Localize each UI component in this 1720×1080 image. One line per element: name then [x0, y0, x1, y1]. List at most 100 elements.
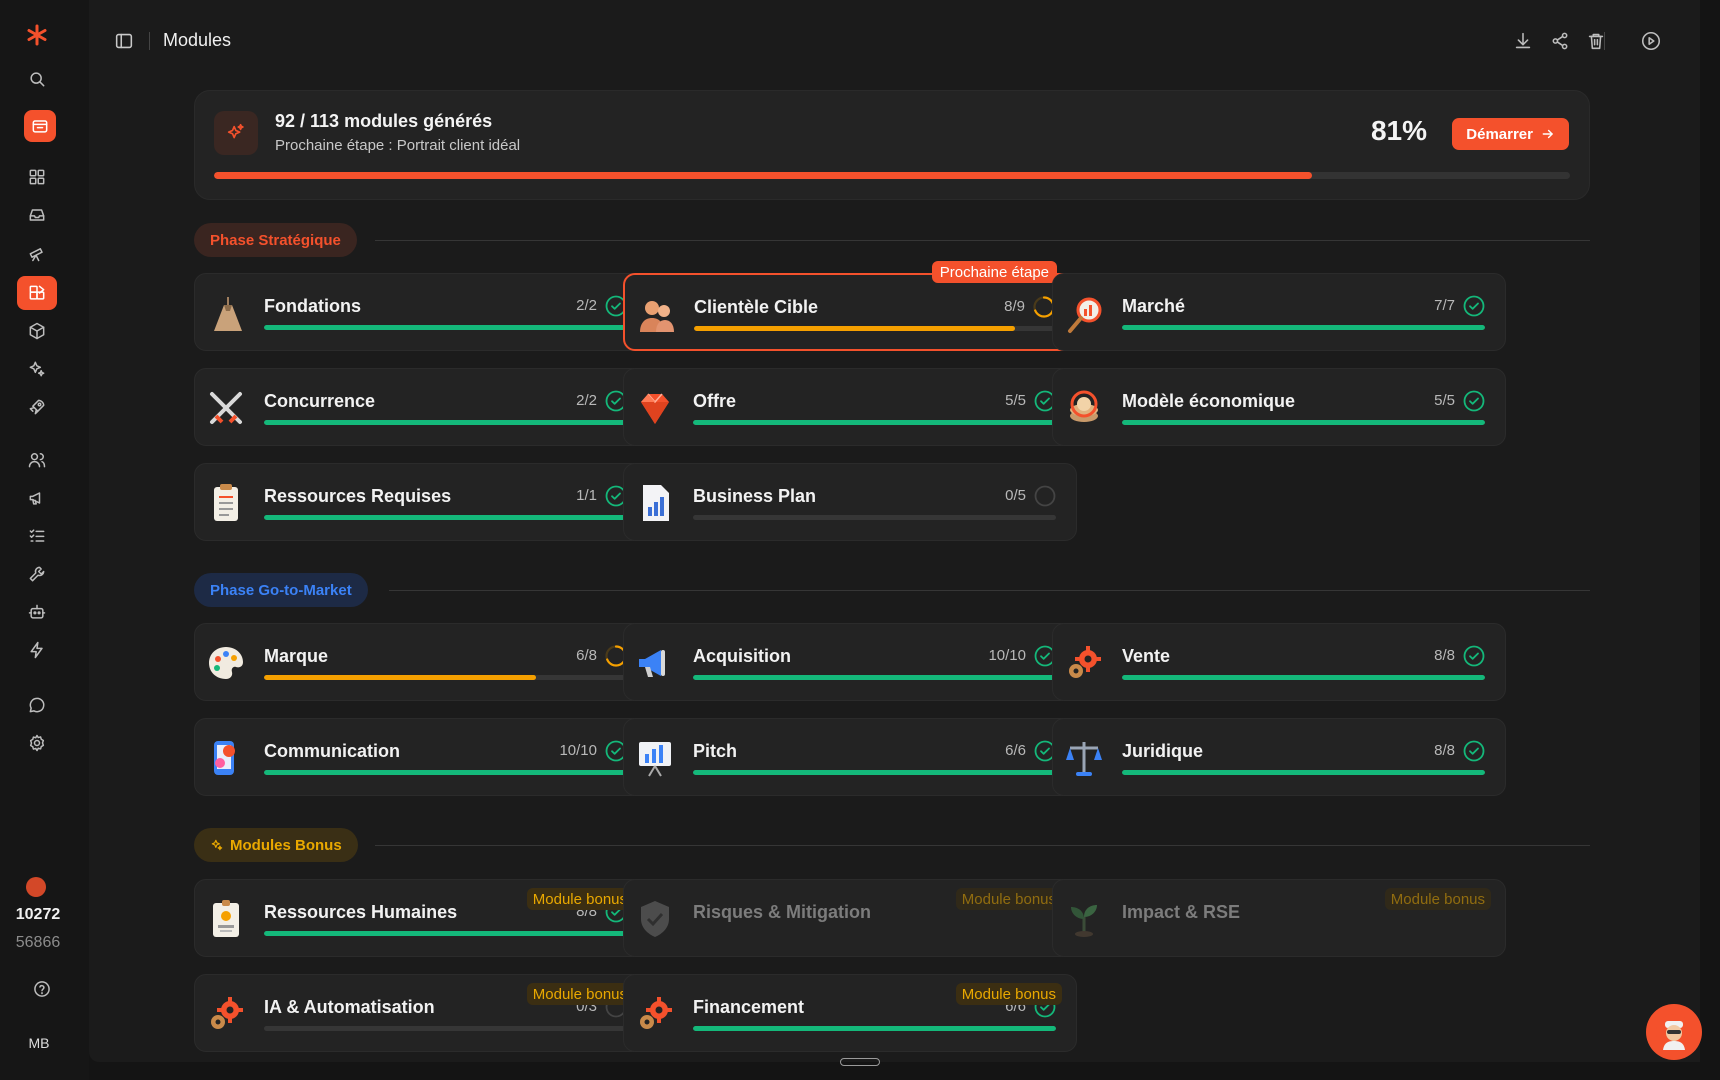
module-name: Juridique [1122, 741, 1204, 761]
sparkles-icon[interactable] [17, 352, 57, 386]
module-name: Concurrence [264, 391, 376, 411]
module-progress-fill [264, 770, 627, 775]
module-count: 5/5 [1005, 392, 1026, 409]
users-icon[interactable] [17, 443, 57, 477]
module-card[interactable]: Juridique 8/8 [1052, 718, 1506, 796]
start-button[interactable]: Démarrer [1452, 118, 1569, 150]
module-card[interactable]: Ressources Requises 1/1 [194, 463, 648, 541]
palette-icon [201, 638, 251, 688]
module-progress-fill [693, 675, 1056, 680]
home-indicator [840, 1058, 880, 1066]
divider [149, 32, 150, 50]
module-progress-fill [1122, 420, 1485, 425]
module-name: Fondations [264, 296, 361, 316]
bolt-icon[interactable] [17, 633, 57, 667]
module-card[interactable]: Impact & RSE Module bonus [1052, 879, 1506, 957]
divider [389, 590, 1590, 591]
telescope-icon[interactable] [17, 236, 57, 270]
id-badge-icon [201, 894, 251, 944]
module-name: Financement [693, 997, 805, 1017]
report-icon [630, 478, 680, 528]
module-count: 6/8 [576, 647, 597, 664]
module-card[interactable]: Acquisition 10/10 [623, 623, 1077, 701]
wrench-icon[interactable] [17, 557, 57, 591]
divider [375, 845, 1590, 846]
search-icon[interactable] [17, 62, 57, 96]
module-progress-bar [693, 675, 1056, 680]
module-card[interactable]: Pitch 6/6 [623, 718, 1077, 796]
check-circle-icon [1463, 390, 1485, 412]
folder-calendar-icon[interactable] [24, 110, 56, 142]
progress-subtitle: Prochaine étape : Portrait client idéal [275, 137, 521, 154]
module-progress-fill [1122, 325, 1485, 330]
module-progress-bar [1122, 675, 1485, 680]
presentation-icon [630, 733, 680, 783]
bonus-tag: Module bonus [1384, 888, 1491, 910]
bonus-tag: Module bonus [526, 983, 633, 1005]
megaphone-icon [630, 638, 680, 688]
module-card[interactable]: Vente 8/8 [1052, 623, 1506, 701]
module-progress-fill [264, 325, 627, 330]
bonus-tag: Module bonus [955, 888, 1062, 910]
modules-icon[interactable] [17, 276, 57, 310]
module-card[interactable]: Risques & Mitigation Module bonus [623, 879, 1077, 957]
module-count: 10/10 [988, 647, 1026, 664]
gem-icon [630, 383, 680, 433]
share-icon[interactable] [1549, 30, 1571, 52]
download-icon[interactable] [1512, 30, 1534, 52]
robot-icon[interactable] [17, 595, 57, 629]
bonus-tag: Module bonus [955, 983, 1062, 1005]
trash-icon[interactable] [1585, 30, 1607, 52]
box-icon[interactable] [17, 314, 57, 348]
module-name: Risques & Mitigation [693, 902, 872, 922]
module-name: Ressources Humaines [264, 902, 458, 922]
module-count: 8/9 [1004, 298, 1025, 315]
rocket-icon[interactable] [17, 390, 57, 424]
module-card[interactable]: Business Plan 0/5 [623, 463, 1077, 541]
assistant-chat-button[interactable] [1646, 1004, 1702, 1060]
help-icon[interactable] [22, 972, 62, 1006]
module-card[interactable]: Modèle économique 5/5 [1052, 368, 1506, 446]
phone-social-icon [201, 733, 251, 783]
megaphone-icon[interactable] [17, 481, 57, 515]
page-title: Modules [163, 30, 232, 50]
module-card[interactable]: Communication 10/10 [194, 718, 648, 796]
module-card[interactable]: Marché 7/7 [1052, 273, 1506, 351]
chat-icon[interactable] [17, 688, 57, 722]
phase-gtm-label: Phase Go-to-Market [210, 581, 352, 599]
gears-icon [201, 989, 251, 1039]
module-card[interactable]: IA & Automatisation 0/3 Module bonus [194, 974, 648, 1052]
module-name: Pitch [693, 741, 738, 761]
volcano-icon [201, 288, 251, 338]
play-icon[interactable] [1640, 30, 1662, 52]
module-card[interactable]: Offre 5/5 [623, 368, 1077, 446]
module-card[interactable]: Fondations 2/2 [194, 273, 648, 351]
module-count: 6/6 [1005, 742, 1026, 759]
module-card[interactable]: Concurrence 2/2 [194, 368, 648, 446]
module-card[interactable]: Marque 6/8 [194, 623, 648, 701]
module-progress-fill [694, 326, 1016, 331]
gear-icon[interactable] [17, 726, 57, 760]
module-card[interactable]: Ressources Humaines 8/8 Module bonus [194, 879, 648, 957]
module-name: Vente [1122, 646, 1171, 666]
module-progress-fill [693, 770, 1056, 775]
grid-icon[interactable] [17, 160, 57, 194]
progress-percent: 81% [1370, 115, 1427, 146]
module-count: 8/8 [1434, 742, 1455, 759]
module-name: Clientèle Cible [694, 297, 819, 317]
module-card[interactable]: Financement 6/6 Module bonus [623, 974, 1077, 1052]
check-circle-icon [1463, 295, 1485, 317]
app-logo-icon[interactable] [17, 18, 57, 52]
checklist-icon[interactable] [17, 519, 57, 553]
empty-circle-icon [1034, 485, 1056, 507]
sidebar-toggle-icon[interactable] [113, 30, 135, 52]
module-progress-bar [264, 420, 627, 425]
module-count: 5/5 [1434, 392, 1455, 409]
avatar[interactable]: MB [28, 1035, 50, 1051]
inbox-icon[interactable] [17, 198, 57, 232]
module-name: Acquisition [693, 646, 791, 666]
module-progress-fill [1122, 675, 1485, 680]
phase-bonus-label: Modules Bonus [230, 836, 342, 854]
module-progress-bar [264, 931, 627, 936]
module-card[interactable]: Clientèle Cible 8/9 Prochaine étape [623, 261, 1077, 351]
